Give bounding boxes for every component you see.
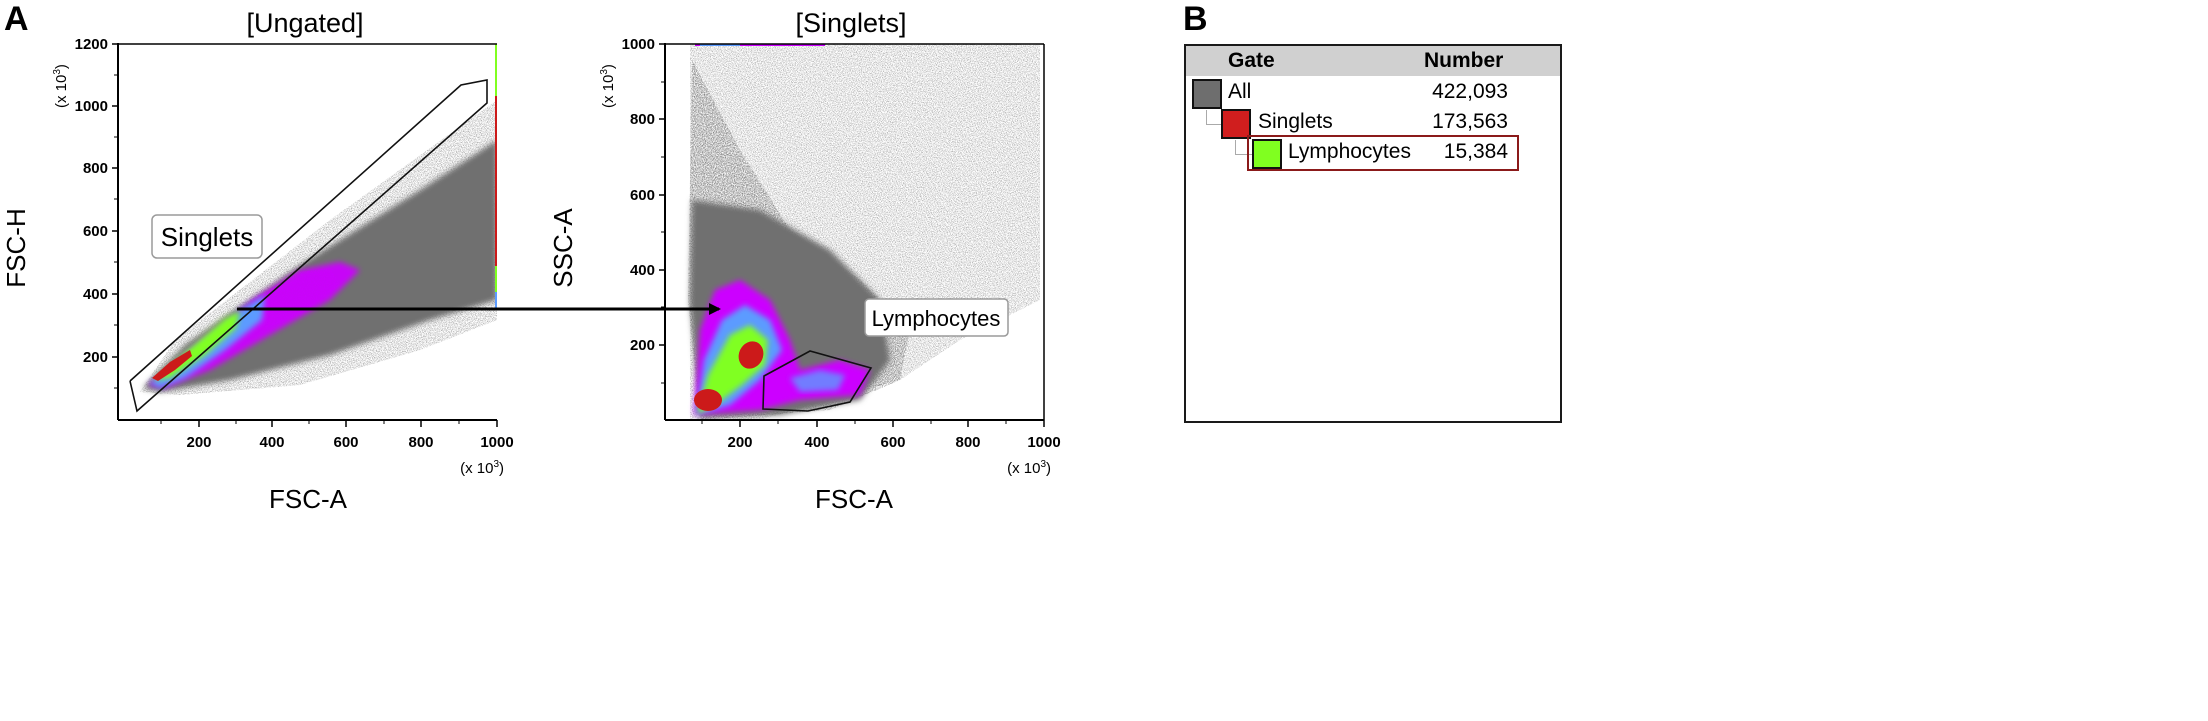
svg-text:200: 200 bbox=[83, 349, 108, 366]
svg-text:200: 200 bbox=[727, 434, 752, 451]
tree-connector bbox=[1235, 140, 1254, 155]
svg-text:1000: 1000 bbox=[75, 98, 108, 115]
svg-text:800: 800 bbox=[630, 111, 655, 128]
gate-color-swatch-gray bbox=[1192, 79, 1222, 109]
panel-label-a: A bbox=[4, 0, 29, 38]
plot1-x-axis: 200 400 600 800 1000 bbox=[160, 420, 514, 451]
svg-text:1000: 1000 bbox=[1027, 434, 1060, 451]
gate-row-all[interactable]: All 422,093 bbox=[1186, 78, 1560, 109]
plot-ungated: [Ungated] Singlets bbox=[1, 8, 514, 514]
plot-singlets: [Singlets] Lymphocytes bbox=[548, 8, 1061, 514]
plot1-y-axis: 200 400 600 800 1000 1200 bbox=[75, 36, 118, 389]
plot2-y-axis: 200 400 600 800 1000 bbox=[622, 36, 665, 384]
lymphocytes-gate-label[interactable]: Lymphocytes bbox=[864, 298, 1009, 337]
gate-row-lymphocytes[interactable]: Lymphocytes 15,384 bbox=[1186, 138, 1560, 169]
svg-text:(x 103): (x 103) bbox=[52, 64, 70, 108]
plot1-x-unit: (x 103) bbox=[460, 459, 504, 477]
svg-text:1000: 1000 bbox=[480, 434, 513, 451]
svg-text:200: 200 bbox=[186, 434, 211, 451]
gate-hierarchy-panel: Gate Number All 422,093 Singlets 173,563… bbox=[1184, 44, 1562, 423]
plot1-y-label: FSC-H bbox=[1, 208, 31, 287]
svg-text:Singlets: Singlets bbox=[161, 222, 254, 252]
svg-text:1200: 1200 bbox=[75, 36, 108, 53]
header-gate: Gate bbox=[1228, 49, 1275, 72]
selected-gate-highlight bbox=[1247, 135, 1519, 171]
svg-text:400: 400 bbox=[83, 286, 108, 303]
header-number: Number bbox=[1424, 49, 1504, 72]
svg-text:600: 600 bbox=[83, 223, 108, 240]
gate-color-swatch-red bbox=[1221, 109, 1251, 139]
svg-text:800: 800 bbox=[955, 434, 980, 451]
plot2-x-axis: 200 400 600 800 1000 bbox=[701, 420, 1061, 451]
svg-text:400: 400 bbox=[804, 434, 829, 451]
singlets-gate-label[interactable]: Singlets bbox=[151, 214, 263, 259]
svg-text:600: 600 bbox=[630, 187, 655, 204]
svg-text:400: 400 bbox=[630, 262, 655, 279]
plot2-y-label: SSC-A bbox=[548, 208, 578, 288]
plot2-density-cloud bbox=[688, 44, 1040, 420]
plot1-title: [Ungated] bbox=[246, 8, 363, 38]
svg-text:800: 800 bbox=[83, 160, 108, 177]
plot2-title: [Singlets] bbox=[795, 8, 906, 38]
svg-text:Lymphocytes: Lymphocytes bbox=[872, 306, 1001, 331]
plot2-x-unit: (x 103) bbox=[1007, 459, 1051, 477]
svg-text:800: 800 bbox=[408, 434, 433, 451]
svg-text:600: 600 bbox=[333, 434, 358, 451]
singlets-gate-polygon[interactable] bbox=[129, 79, 488, 413]
gate-color-swatch-green bbox=[1252, 139, 1282, 169]
plot2-y-unit: (x 103) bbox=[599, 64, 617, 108]
plot2-x-label: FSC-A bbox=[815, 484, 894, 514]
plot1-y-unit: (x 103) bbox=[52, 64, 70, 108]
lymphocytes-gate-polygon[interactable] bbox=[762, 350, 873, 412]
panel-label-b: B bbox=[1183, 0, 1208, 38]
tree-connector bbox=[1206, 110, 1225, 125]
plot1-x-label: FSC-A bbox=[269, 484, 348, 514]
svg-text:400: 400 bbox=[259, 434, 284, 451]
svg-text:200: 200 bbox=[630, 337, 655, 354]
plots-canvas: [Ungated] Singlets bbox=[1, 8, 1061, 514]
svg-text:1000: 1000 bbox=[622, 36, 655, 53]
gate-table-header: Gate Number bbox=[1186, 46, 1560, 76]
svg-text:(x 103): (x 103) bbox=[599, 64, 617, 108]
svg-text:600: 600 bbox=[880, 434, 905, 451]
gate-row-singlets[interactable]: Singlets 173,563 bbox=[1186, 108, 1560, 139]
